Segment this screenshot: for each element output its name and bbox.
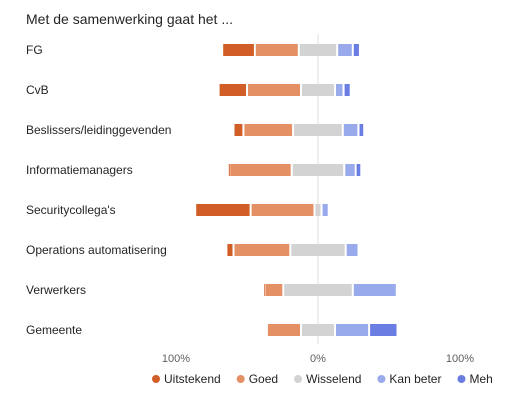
bar-wisselend-gemeente[interactable] [302,324,335,336]
bar-wisselend-verwerkers[interactable] [284,284,352,296]
bar-meh-cvb[interactable] [344,84,350,96]
legend-marker-goed[interactable] [236,375,245,383]
category-label-operations-automatisering: Operations automatisering [26,243,167,257]
legend[interactable]: Uitstekend Goed Wisselend Kan beter Meh [152,372,493,386]
legend-marker-kan-beter[interactable] [377,375,386,383]
bar-meh-beslissers-leidinggevenden[interactable] [359,124,364,136]
legend-label-goed[interactable]: Goed [249,372,278,386]
legend-marker-uitstekend[interactable] [152,375,160,383]
bar-wisselend-beslissers-leidinggevenden[interactable] [294,124,342,136]
bar-goed-operations-automatisering[interactable] [234,244,290,256]
bar-meh-fg[interactable] [353,44,359,56]
bar-goed-fg[interactable] [255,44,298,56]
bar-goed-gemeente[interactable] [267,324,300,336]
bar-meh-informatiemanagers[interactable] [356,164,361,176]
legend-label-wisselend[interactable]: Wisselend [306,372,361,386]
x-tick-label: 100% [446,353,474,365]
bar-uitstekend-cvb[interactable] [219,84,246,96]
legend-marker-wisselend[interactable] [294,375,303,383]
bar-goed-beslissers-leidinggevenden[interactable] [244,124,293,136]
bar-uitstekend-beslissers-leidinggevenden[interactable] [234,124,243,136]
bar-meh-gemeente[interactable] [370,324,397,336]
legend-marker-meh[interactable] [457,375,466,383]
bars [196,44,397,336]
bar-uitstekend-informatiemanagers[interactable] [228,164,230,176]
bar-wisselend-fg[interactable] [299,44,337,56]
chart-title: Met de samenwerking gaat het ... [26,11,233,27]
bar-uitstekend-securitycollega-s[interactable] [196,204,250,216]
bar-goed-cvb[interactable] [248,84,300,96]
x-tick-label: 0% [310,353,326,365]
bar-wisselend-cvb[interactable] [302,84,335,96]
bar-kan-beter-informatiemanagers[interactable] [345,164,355,176]
bar-wisselend-informatiemanagers[interactable] [292,164,344,176]
bar-kan-beter-fg[interactable] [338,44,352,56]
category-labels: FG CvB Beslissers/leidinggevenden Informati… [26,43,171,337]
category-label-beslissers-leidinggevenden: Beslissers/leidinggevenden [26,123,171,137]
bar-goed-securitycollega-s[interactable] [251,204,314,216]
category-label-gemeente: Gemeente [26,323,82,337]
legend-label-uitstekend[interactable]: Uitstekend [164,372,221,386]
x-tick-label: 100% [162,353,190,365]
bar-kan-beter-verwerkers[interactable] [353,284,396,296]
category-label-securitycollega-s: Securitycollega's [26,203,116,217]
axis-ticks: 100% 0% 100% [162,353,474,365]
bar-uitstekend-fg[interactable] [223,44,254,56]
legend-label-meh[interactable]: Meh [469,372,492,386]
bar-wisselend-operations-automatisering[interactable] [291,244,345,256]
bar-kan-beter-securitycollega-s[interactable] [322,204,328,216]
bar-wisselend-securitycollega-s[interactable] [315,204,321,216]
bar-goed-verwerkers[interactable] [265,284,283,296]
legend-label-kan-beter[interactable]: Kan beter [389,372,441,386]
bar-kan-beter-beslissers-leidinggevenden[interactable] [343,124,358,136]
bar-kan-beter-operations-automatisering[interactable] [346,244,358,256]
bar-kan-beter-gemeente[interactable] [336,324,369,336]
bar-uitstekend-operations-automatisering[interactable] [227,244,233,256]
category-label-informatiemanagers: Informatiemanagers [26,163,133,177]
bar-kan-beter-cvb[interactable] [336,84,343,96]
category-label-cvb: CvB [26,83,49,97]
bar-uitstekend-verwerkers[interactable] [264,284,266,296]
bar-goed-informatiemanagers[interactable] [230,164,291,176]
category-label-verwerkers: Verwerkers [26,283,86,297]
category-label-fg: FG [26,43,43,57]
